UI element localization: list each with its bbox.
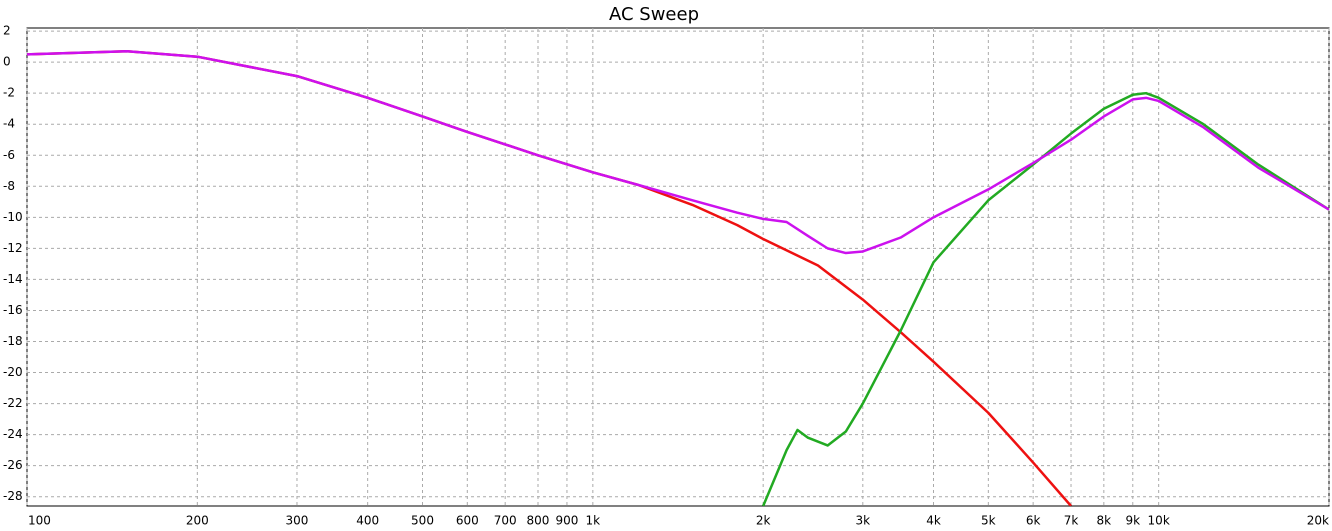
- y-tick-label: -10: [3, 210, 23, 224]
- y-tick-label: -8: [3, 179, 15, 193]
- series-line: [762, 91, 1329, 506]
- x-tick-label: 1k: [586, 514, 601, 528]
- x-tick-label: 300: [286, 514, 309, 528]
- y-tick-label: -24: [3, 427, 23, 441]
- x-tick-label: 4k: [926, 514, 941, 528]
- grid: [26, 28, 1330, 506]
- x-tick-label: 900: [555, 514, 578, 528]
- x-tick-label: 3k: [856, 514, 871, 528]
- x-tick-label: 2k: [756, 514, 771, 528]
- x-tick-label: 5k: [981, 514, 996, 528]
- x-tick-label: 400: [356, 514, 379, 528]
- x-tick-label: 10k: [1148, 514, 1170, 528]
- series-line: [27, 50, 1329, 255]
- y-tick-label: -18: [3, 334, 23, 348]
- x-tick-label: 500: [411, 514, 434, 528]
- y-tick-label: -2: [3, 86, 15, 100]
- lines: [27, 50, 1329, 506]
- x-tick-label: 100: [28, 514, 51, 528]
- x-tick-label: 8k: [1097, 514, 1112, 528]
- y-tick-label: -6: [3, 148, 15, 162]
- y-tick-label: 0: [3, 55, 11, 69]
- y-tick-label: -16: [3, 303, 23, 317]
- y-tick-label: -26: [3, 458, 23, 472]
- x-tick-label: 600: [456, 514, 479, 528]
- x-tick-label: 700: [494, 514, 517, 528]
- plot-area: [26, 27, 1330, 507]
- y-tick-label: -22: [3, 396, 23, 410]
- chart-title: AC Sweep: [609, 4, 699, 25]
- x-tick-label: 6k: [1026, 514, 1041, 528]
- y-tick-label: 2: [3, 24, 11, 38]
- x-tick-label: 7k: [1064, 514, 1079, 528]
- y-tick-label: -4: [3, 117, 15, 131]
- y-tick-label: -28: [3, 489, 23, 503]
- x-tick-label: 20k: [1307, 514, 1329, 528]
- y-tick-label: -20: [3, 365, 23, 379]
- y-tick-label: -12: [3, 241, 23, 255]
- x-tick-label: 9k: [1125, 514, 1140, 528]
- x-tick-label: 800: [527, 514, 550, 528]
- x-tick-label: 200: [186, 514, 209, 528]
- y-tick-label: -14: [3, 272, 23, 286]
